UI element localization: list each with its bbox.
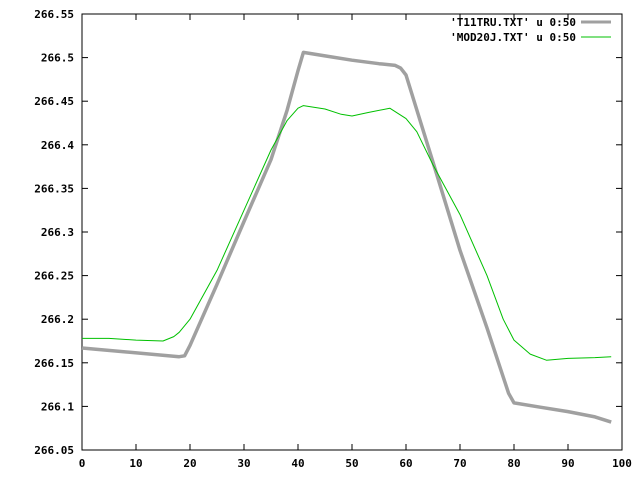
y-tick-label: 266.1 <box>41 400 74 413</box>
y-tick-label: 266.25 <box>34 270 74 283</box>
y-tick-label: 266.45 <box>34 95 74 108</box>
x-tick-label: 10 <box>129 457 142 470</box>
y-tick-label: 266.05 <box>34 444 74 457</box>
series-line-1 <box>82 105 612 361</box>
x-tick-label: 50 <box>345 457 358 470</box>
legend: 'T11TRU.TXT' u 0:50 'MOD20J.TXT' u 0:50 <box>450 16 611 44</box>
x-tick-label: 70 <box>453 457 466 470</box>
y-tick-label: 266.2 <box>41 313 74 326</box>
x-tick-label: 60 <box>399 457 412 470</box>
x-tick-label: 0 <box>79 457 86 470</box>
plot-border <box>81 13 623 451</box>
x-tick-label: 40 <box>291 457 304 470</box>
x-tick-label: 30 <box>237 457 250 470</box>
series-line-0 <box>81 50 612 424</box>
y-tick-label: 266.5 <box>41 52 74 65</box>
y-tick-label: 266.15 <box>34 357 74 370</box>
x-tick-label: 100 <box>612 457 632 470</box>
y-tick-label: 266.35 <box>34 182 74 195</box>
x-tick-label: 80 <box>507 457 520 470</box>
legend-label-1: 'MOD20J.TXT' u 0:50 <box>450 31 576 44</box>
y-tick-label: 266.3 <box>41 226 74 239</box>
x-tick-label: 90 <box>561 457 574 470</box>
legend-label-0: 'T11TRU.TXT' u 0:50 <box>450 16 576 29</box>
y-tick-label: 266.4 <box>41 139 74 152</box>
y-tick-label: 266.55 <box>34 8 74 21</box>
x-tick-label: 20 <box>183 457 196 470</box>
